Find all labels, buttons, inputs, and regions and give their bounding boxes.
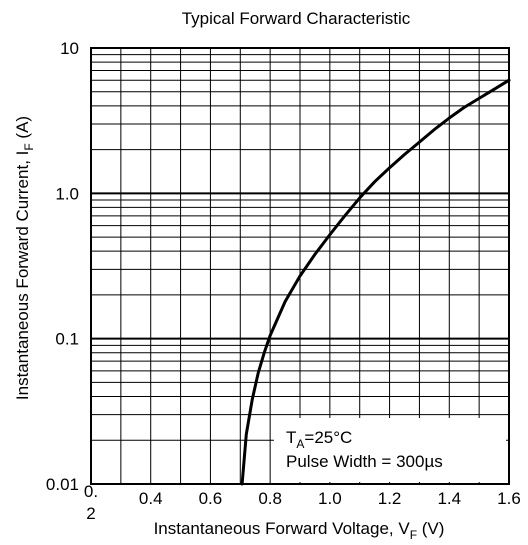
x-origin-label-digit: 2	[86, 504, 95, 523]
chart-title: Typical Forward Characteristic	[182, 9, 411, 28]
x-tick-label: 1.0	[318, 489, 342, 508]
annotation-box	[274, 418, 506, 482]
x-tick-label: 1.6	[497, 489, 521, 508]
x-tick-label: 1.4	[437, 489, 461, 508]
annotation-conditions: TA=25°C	[286, 428, 352, 451]
x-tick-label: 1.2	[378, 489, 402, 508]
annotation-pulse-width: Pulse Width = 300µs	[286, 452, 443, 471]
x-tick-label: 0.8	[258, 489, 282, 508]
axis-tick-labels: 0.4 0.6 0.8 1.0 1.2 1.4 1.6 0. 2 0.01 0.1 1.0 10	[46, 39, 521, 523]
forward-characteristic-curve	[240, 78, 511, 486]
plot-frame	[90, 47, 510, 485]
x-tick-label: 0.6	[199, 489, 223, 508]
y-tick-label: 10	[60, 39, 79, 58]
x-tick-label: 0.4	[139, 489, 163, 508]
x-origin-label: 0.	[84, 482, 98, 501]
y-tick-label: 0.01	[46, 475, 79, 494]
y-tick-label: 0.1	[55, 330, 79, 349]
x-axis-label: Instantaneous Forward Voltage, VF (V)	[154, 519, 445, 542]
y-axis-label: Instantaneous Forward Current, IF (A)	[13, 116, 36, 400]
y-tick-label: 1.0	[55, 184, 79, 203]
